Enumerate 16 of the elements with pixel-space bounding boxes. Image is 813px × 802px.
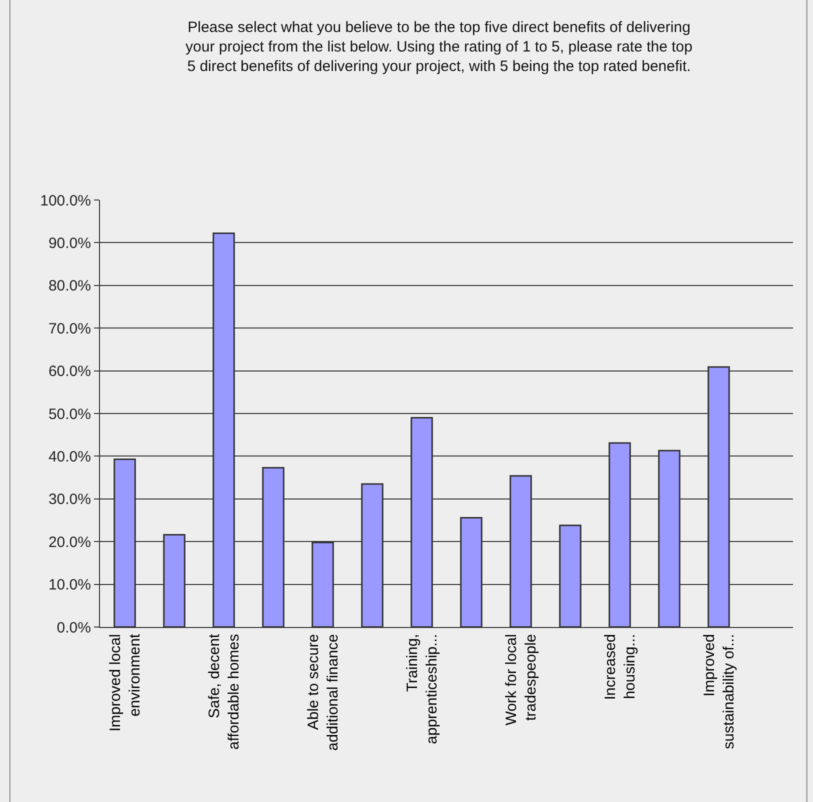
y-tick-label: 20.0% [48,534,91,551]
y-tick-label: 30.0% [48,491,91,508]
y-tick-label: 80.0% [48,278,91,295]
y-tick-label: 60.0% [48,363,91,380]
x-tick-label: Increased housing... [602,634,638,700]
y-tick-label: 70.0% [48,320,91,338]
chart-title: Please select what you believe to be the top five direct benefits of delivering your project from the list below. Using the rating of 1 to 5, please rate the top 5 direct benefits of delivering your project, with 5 being the top rated benefit. [186,19,692,76]
x-tick-label: Improved sustainability of... [700,634,738,750]
y-tick-label: 0.0% [56,619,91,636]
y-tick-label: 90.0% [48,234,91,252]
y-tick-label: 50.0% [48,406,91,423]
y-tick-label: 40.0% [48,448,91,466]
y-tick-label: 10.0% [48,576,91,594]
x-tick-label: Training, apprenticeship... [404,634,440,744]
x-tick-label: Improved local environment [106,633,144,732]
y-tick-label: 100.0% [40,192,91,210]
